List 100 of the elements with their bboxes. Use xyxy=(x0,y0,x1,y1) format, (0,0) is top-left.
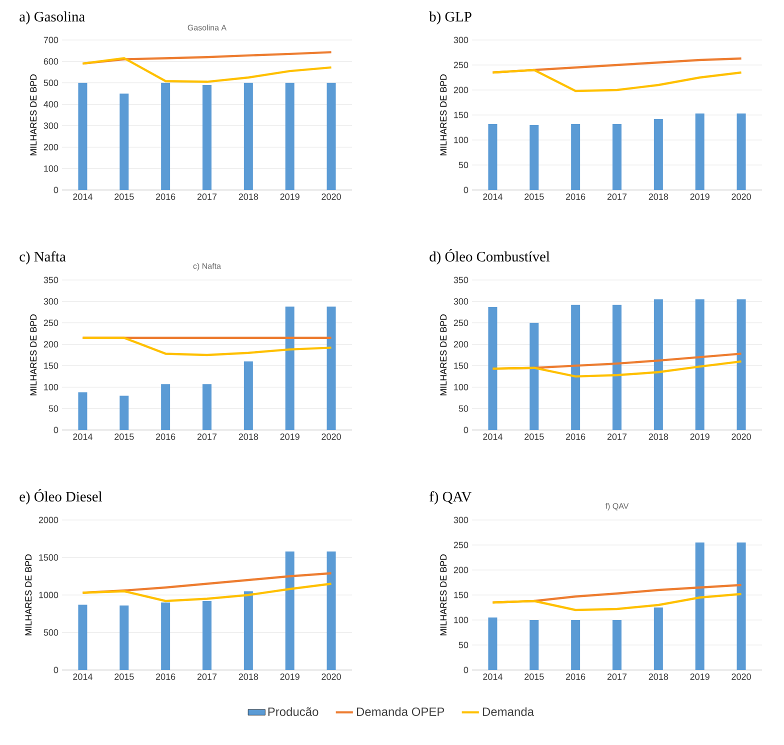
bar xyxy=(612,124,622,190)
bar xyxy=(571,620,580,670)
x-tick-label: 2017 xyxy=(197,194,217,200)
x-tick-label: 2018 xyxy=(238,434,258,440)
chart-subtitle: c) Nafta xyxy=(193,263,221,270)
y-tick-label: 1000 xyxy=(39,592,58,598)
y-tick-label: 50 xyxy=(458,405,468,412)
x-tick-label: 2014 xyxy=(73,674,92,680)
bar xyxy=(488,124,498,190)
bar xyxy=(202,384,212,430)
bar xyxy=(695,542,704,670)
bar xyxy=(326,306,336,430)
x-tick-label: 2015 xyxy=(524,434,544,440)
chart-title: d) Óleo Combustível xyxy=(430,249,550,264)
x-tick-label: 2018 xyxy=(238,194,258,200)
bar xyxy=(78,604,88,670)
y-tick-label: 300 xyxy=(44,298,58,305)
y-tick-label: 200 xyxy=(454,566,468,574)
y-tick-label: 200 xyxy=(44,341,58,348)
x-tick-label: 2015 xyxy=(524,194,544,200)
bar xyxy=(326,552,336,670)
bar xyxy=(161,602,170,670)
y-tick-label: 250 xyxy=(454,542,468,548)
y-tick-label: 200 xyxy=(44,144,58,150)
x-tick-label: 2017 xyxy=(607,674,627,680)
x-tick-label: 2016 xyxy=(156,674,176,680)
x-tick-label: 2014 xyxy=(483,674,502,680)
chart-subtitle: Gasolina A xyxy=(188,24,227,30)
bar xyxy=(612,620,622,670)
y-tick-label: 0 xyxy=(464,666,468,674)
x-tick-label: 2019 xyxy=(280,434,300,440)
y-tick-label: 150 xyxy=(454,362,468,369)
line-series xyxy=(492,360,742,378)
chart-title: f) QAV xyxy=(430,491,472,504)
y-tick-label: 0 xyxy=(54,426,58,434)
x-tick-label: 2014 xyxy=(483,434,502,440)
x-tick-label: 2017 xyxy=(607,194,627,200)
y-tick-label: 350 xyxy=(44,276,58,284)
y-tick-label: 0 xyxy=(464,426,468,434)
y-tick-label: 300 xyxy=(44,122,58,129)
x-tick-label: 2017 xyxy=(607,434,627,440)
y-tick-label: 100 xyxy=(44,165,58,172)
bar xyxy=(120,396,129,430)
y-tick-label: 600 xyxy=(44,58,58,65)
line-series xyxy=(82,582,332,602)
chart-title: e) Óleo Diesel xyxy=(20,489,102,504)
bar xyxy=(244,361,253,430)
x-tick-label: 2019 xyxy=(280,194,300,200)
y-tick-label: 150 xyxy=(454,112,468,118)
y-tick-label: 250 xyxy=(44,320,58,326)
chart-title: b) GLP xyxy=(429,11,472,24)
y-tick-label: 100 xyxy=(44,384,58,390)
y-tick-label: 100 xyxy=(454,384,468,390)
y-tick-label: 150 xyxy=(454,592,468,598)
y-tick-label: 0 xyxy=(464,186,468,194)
y-tick-label: 500 xyxy=(44,629,58,636)
y-tick-label: 1500 xyxy=(39,554,58,561)
bar xyxy=(695,113,704,190)
x-tick-label: 2016 xyxy=(156,194,176,200)
y-tick-label: 0 xyxy=(54,666,58,674)
y-axis-title: MILHARES DE BPD xyxy=(30,74,37,156)
y-axis-title: MILHARES DE BPD xyxy=(440,314,447,396)
x-tick-label: 2020 xyxy=(322,674,341,680)
bar xyxy=(571,124,580,190)
y-tick-label: 500 xyxy=(44,80,58,86)
y-tick-label: 200 xyxy=(454,86,468,94)
bar xyxy=(202,601,212,670)
x-tick-label: 2018 xyxy=(648,194,668,200)
bar xyxy=(161,384,170,430)
x-tick-label: 2020 xyxy=(732,674,751,680)
chart-subtitle: f) QAV xyxy=(605,503,629,510)
bar xyxy=(695,299,704,430)
x-tick-label: 2018 xyxy=(648,434,668,440)
y-tick-label: 250 xyxy=(454,320,468,326)
x-tick-label: 2017 xyxy=(197,434,217,440)
x-tick-label: 2014 xyxy=(73,194,92,200)
bar xyxy=(530,620,539,670)
x-tick-label: 2020 xyxy=(322,194,341,200)
x-tick-label: 2016 xyxy=(156,434,176,440)
line-series xyxy=(82,336,332,356)
x-tick-label: 2020 xyxy=(732,434,751,440)
x-tick-label: 2016 xyxy=(566,674,586,680)
y-tick-label: 250 xyxy=(454,62,468,68)
y-tick-label: 300 xyxy=(454,36,468,44)
y-tick-label: 350 xyxy=(454,276,468,284)
x-tick-label: 2019 xyxy=(280,674,300,680)
y-tick-label: 100 xyxy=(454,136,468,144)
bar xyxy=(120,606,129,670)
x-tick-label: 2015 xyxy=(114,194,134,200)
y-tick-label: 400 xyxy=(44,101,58,108)
y-axis-title: MILHARES DE BPD xyxy=(25,554,32,636)
bar xyxy=(736,299,746,430)
bar xyxy=(571,304,580,430)
chart-title: c) Nafta xyxy=(20,251,66,264)
line-series xyxy=(82,57,332,83)
y-tick-label: 50 xyxy=(48,405,58,412)
x-tick-label: 2015 xyxy=(114,674,134,680)
bar xyxy=(530,322,539,430)
bar xyxy=(488,618,498,670)
bar xyxy=(654,299,663,430)
